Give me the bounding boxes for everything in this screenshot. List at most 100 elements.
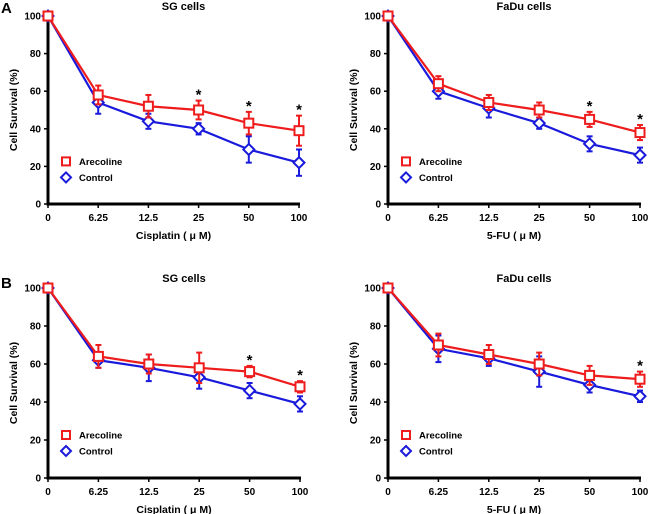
y-tick-label: 40 <box>370 398 382 409</box>
x-tick-label: 50 <box>243 213 255 224</box>
series-line <box>47 287 301 388</box>
series-arecoline <box>42 10 305 147</box>
legend-marker-square <box>401 156 411 167</box>
y-axis-label: Cell Survival (%) <box>348 69 360 151</box>
data-point <box>633 148 647 163</box>
data-point <box>533 104 545 116</box>
y-tick-label: 40 <box>370 124 382 135</box>
x-tick-label: 12.5 <box>139 213 159 224</box>
data-point <box>241 142 256 157</box>
y-tick-label: 100 <box>24 12 41 23</box>
significance-marker: * <box>637 358 643 375</box>
series-control <box>41 9 306 177</box>
data-point <box>191 121 206 136</box>
legend-marker-square <box>61 430 71 440</box>
x-tick-label: 50 <box>244 487 256 498</box>
data-point <box>432 78 444 90</box>
x-tick-label: 50 <box>584 213 596 224</box>
data-point <box>483 349 495 360</box>
y-tick-label: 60 <box>370 87 382 98</box>
data-point <box>483 96 495 108</box>
x-axis-label: 5-FU ( μ M) <box>487 504 541 514</box>
y-tick-label: 20 <box>30 162 42 173</box>
data-point <box>432 339 444 351</box>
series-line <box>47 15 300 132</box>
y-tick-label: 80 <box>370 49 382 60</box>
x-axis-label: 5-FU ( μ M) <box>487 230 541 242</box>
x-tick-label: 100 <box>632 487 649 498</box>
legend-label: Control <box>419 447 453 458</box>
y-tick-label: 20 <box>370 162 382 173</box>
y-tick-label: 0 <box>375 474 381 485</box>
significance-marker: * <box>246 98 252 115</box>
data-point <box>294 381 306 393</box>
data-point <box>634 127 646 139</box>
x-tick-label: 50 <box>584 487 596 498</box>
significance-marker: * <box>196 87 202 104</box>
x-tick-label: 12.5 <box>479 487 499 498</box>
x-tick-label: 25 <box>193 213 205 224</box>
y-tick-label: 100 <box>364 284 381 295</box>
significance-marker: * <box>587 98 593 115</box>
y-tick-label: 80 <box>370 322 382 333</box>
data-point <box>193 104 205 116</box>
data-point <box>293 396 307 411</box>
series-line <box>387 15 641 134</box>
series-arecoline <box>382 10 646 142</box>
y-tick-label: 0 <box>375 200 381 211</box>
series-control <box>41 281 307 413</box>
data-point <box>292 155 306 170</box>
chart-b-fadu: FaDu cells 0 20 40 60 80 100 0 6.25 12.5 25 50 100 5-… <box>348 273 649 514</box>
x-tick-label: 25 <box>534 487 546 498</box>
series-control <box>381 9 647 164</box>
y-tick-label: 40 <box>30 124 42 135</box>
series-line <box>387 287 641 381</box>
y-tick-label: 20 <box>30 436 42 447</box>
y-tick-label: 20 <box>370 436 382 447</box>
chart-title: SG cells <box>162 1 205 13</box>
chart-a-sg: SG cells 0 20 40 60 80 100 0 6.25 12.5 25 50 100 Cisp… <box>8 1 308 242</box>
x-tick-label: 100 <box>632 213 649 224</box>
data-point <box>584 113 596 125</box>
y-axis-label: Cell Survival (%) <box>8 69 20 151</box>
data-point <box>92 350 104 362</box>
legend-label: Control <box>419 173 453 184</box>
legend-marker-diamond <box>59 170 73 184</box>
data-point <box>141 114 156 129</box>
x-tick-label: 12.5 <box>139 487 159 498</box>
significance-marker: * <box>297 367 303 384</box>
legend-label: Arecoline <box>419 431 462 442</box>
y-tick-label: 80 <box>30 322 42 333</box>
x-tick-label: 0 <box>385 213 391 224</box>
x-tick-label: 6.25 <box>89 487 109 498</box>
chart-b-sg: SG cells 0 20 40 60 80 100 0 6.25 12.5 25 50 100 Cisp… <box>8 273 309 514</box>
legend-marker-diamond <box>399 170 413 184</box>
legend-marker-square <box>401 430 411 440</box>
legend-marker-diamond <box>399 444 413 458</box>
data-point <box>532 116 547 131</box>
data-point <box>42 282 54 294</box>
data-point <box>242 383 257 398</box>
significance-marker: * <box>296 102 302 119</box>
data-point <box>634 373 646 385</box>
significance-marker: * <box>637 111 643 128</box>
x-tick-label: 12.5 <box>479 213 499 224</box>
significance-marker: * <box>247 352 253 369</box>
x-tick-label: 25 <box>534 213 546 224</box>
y-tick-label: 0 <box>35 474 41 485</box>
data-point <box>42 10 54 22</box>
x-axis-label: Cisplatin ( μ M) <box>136 230 211 242</box>
data-point <box>533 358 545 370</box>
y-tick-label: 0 <box>35 200 41 211</box>
chart-a-fadu: FaDu cells 0 20 40 60 80 100 0 6.25 12.5 25 50 100 5-… <box>348 1 649 242</box>
x-tick-label: 0 <box>385 487 391 498</box>
panel-letter-b: B <box>1 275 12 292</box>
data-point <box>92 89 104 101</box>
data-point <box>143 358 155 370</box>
series-control <box>381 281 647 404</box>
series-arecoline <box>382 282 646 388</box>
series-line <box>387 15 641 157</box>
x-tick-label: 0 <box>45 487 51 498</box>
data-point <box>382 10 394 22</box>
